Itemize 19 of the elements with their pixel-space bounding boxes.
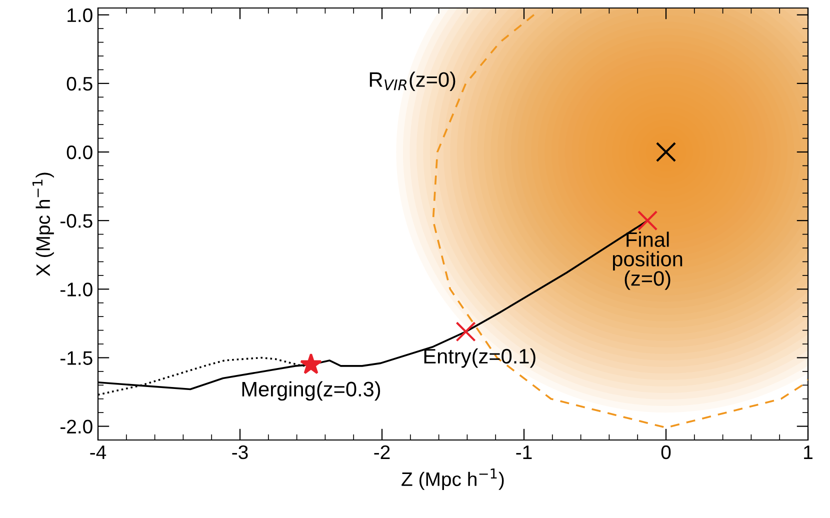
x-tick-label: -1 <box>516 446 532 459</box>
x-tick-label: -4 <box>90 446 106 459</box>
annotation: Entry(z=0.1) <box>424 348 536 368</box>
y-tick-label: 0.0 <box>66 145 92 160</box>
x-tick-label: 0 <box>661 445 671 460</box>
y-tick-label: -1.0 <box>60 282 92 296</box>
annotation: Merging(z=0.3) <box>242 381 380 401</box>
annotation: Final position (z=0) <box>612 232 682 290</box>
y-axis-title: X (Mpc h$^{−1}$) <box>32 172 54 276</box>
y-tick-label: 0.5 <box>66 76 92 91</box>
y-tick-label: -1.5 <box>60 351 92 365</box>
x-tick-label: -3 <box>232 445 248 460</box>
y-tick-label: -0.5 <box>60 214 92 228</box>
y-tick-label: -2.0 <box>60 420 92 434</box>
annotation: R$_{VIR}$(z=0) <box>370 72 456 92</box>
y-tick-label: 1.0 <box>68 8 92 22</box>
x-axis-title: Z (Mpc h$^{−1}$) <box>402 468 504 490</box>
x-tick-label: -2 <box>374 445 390 459</box>
x-tick-label: 1 <box>804 446 812 459</box>
